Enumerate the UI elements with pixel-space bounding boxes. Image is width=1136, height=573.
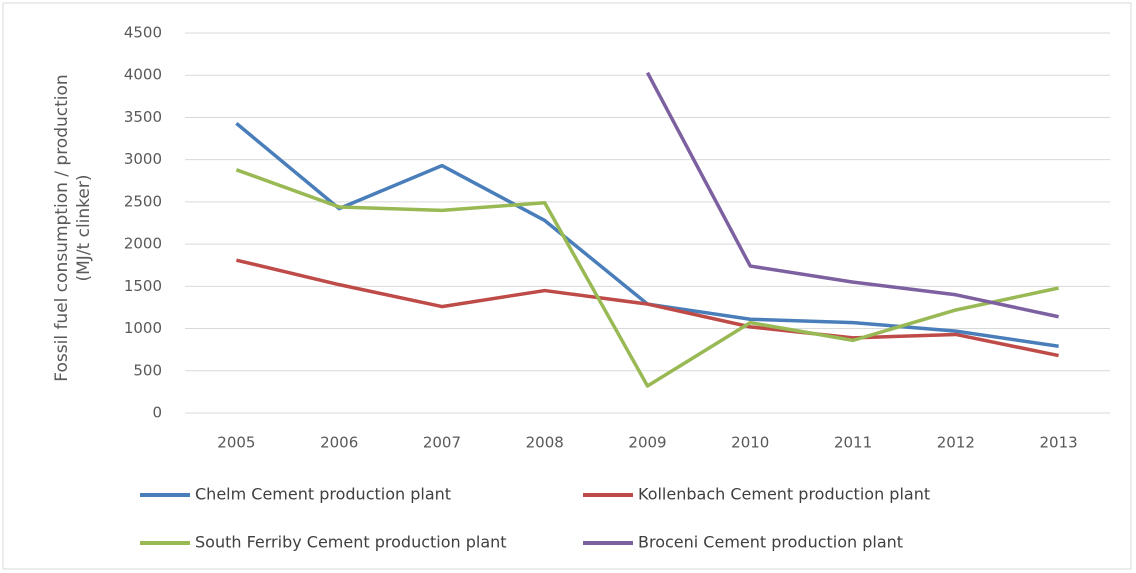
y-tick-label: 1500 <box>124 277 162 295</box>
y-axis-label: Fossil fuel consumption / production (MJ… <box>52 74 94 381</box>
y-tick-label: 4500 <box>124 24 162 42</box>
x-tick-label: 2011 <box>834 434 872 452</box>
x-tick-label: 2007 <box>423 434 461 452</box>
legend-label: Kollenbach Cement production plant <box>638 485 930 504</box>
legend-label: Broceni Cement production plant <box>638 533 903 552</box>
x-tick-label: 2006 <box>320 434 358 452</box>
y-tick-label: 500 <box>133 361 162 379</box>
y-tick-label: 4000 <box>124 66 162 84</box>
x-tick-label: 2008 <box>526 434 564 452</box>
y-tick-label: 3500 <box>124 108 162 126</box>
x-tick-label: 2013 <box>1040 434 1078 452</box>
legend-label: Chelm Cement production plant <box>195 485 451 504</box>
legend: Chelm Cement production plant Kollenbach … <box>140 485 930 552</box>
y-axis-label-line: (MJ/t clinker) <box>74 175 94 282</box>
x-tick-label: 2005 <box>217 434 255 452</box>
y-tick-label: 3000 <box>124 150 162 168</box>
y-axis-label-line: Fossil fuel consumption / production <box>52 74 72 381</box>
y-tick-label: 2500 <box>124 192 162 210</box>
y-tick-label: 2000 <box>124 235 162 253</box>
y-tick-label: 0 <box>152 404 162 422</box>
x-tick-label: 2009 <box>628 434 666 452</box>
legend-label: South Ferriby Cement production plant <box>195 533 507 552</box>
x-tick-label: 2012 <box>937 434 975 452</box>
series-line <box>235 258 1059 358</box>
series-line <box>235 168 1059 388</box>
y-tick-label: 1000 <box>124 319 162 337</box>
series-line <box>645 71 1059 319</box>
x-tick-label: 2010 <box>731 434 769 452</box>
